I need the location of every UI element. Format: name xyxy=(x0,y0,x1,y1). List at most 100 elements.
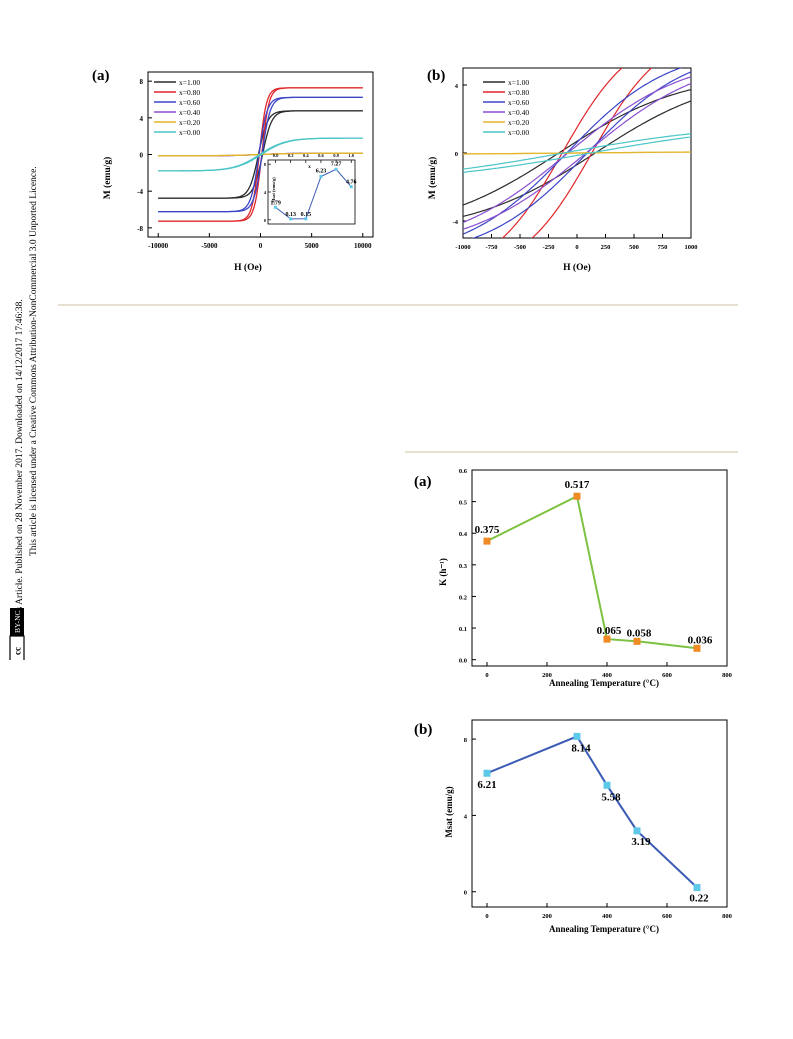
fig1b-xtick-label: 1000 xyxy=(685,244,698,251)
fig1a-ytick-label: 0 xyxy=(140,152,144,160)
fig1a-inset-data-label: 0.13 xyxy=(285,212,296,218)
fig2a-ytick-label: 0.5 xyxy=(459,500,468,507)
fig1b-xtick-label: -1000 xyxy=(455,244,470,251)
fig2a-ytick-label: 0.6 xyxy=(459,468,468,475)
fig1a-inset-xtick-label: 1.0 xyxy=(348,153,354,158)
fig1b-series-x=0.20-return xyxy=(463,151,691,155)
fig1b-legend-label: x=0.60 xyxy=(508,98,529,107)
fig1b-legend-label: x=0.40 xyxy=(508,108,529,117)
fig1-panel-b: (b) M (emu/g) H (Oe) -1000 -750 -500 -250 0 2… xyxy=(425,60,705,280)
fig2a-point xyxy=(693,644,701,652)
fig1a-inset-frame xyxy=(267,159,356,225)
fig1a-xtick-label: -10000 xyxy=(148,242,168,250)
fig1b-ytick-label: -4 xyxy=(453,219,459,226)
fig1a-inset-xtick-label: 0.0 xyxy=(273,153,279,158)
fig2a-data-label: 0.058 xyxy=(627,627,652,639)
fig2b-point xyxy=(693,884,701,892)
fig2b-data-label: 5.58 xyxy=(601,791,621,803)
fig2b-data-label: 8.14 xyxy=(571,742,591,754)
fig1a-inset-ylabel-group: Msat (emu/g) xyxy=(271,177,276,203)
fig1b-series-x=0.80 xyxy=(531,68,653,238)
fig1a-series-x=0.00-return xyxy=(158,137,363,172)
fig1a-ytick-label: 8 xyxy=(140,78,144,86)
fig2a-data-label: 0.517 xyxy=(565,479,590,491)
fig2b-point xyxy=(603,781,611,789)
fig1a-inset-point xyxy=(349,185,353,189)
fig1b-xtick-label: -500 xyxy=(514,244,526,251)
fig1a-legend-label: x=0.20 xyxy=(179,118,200,127)
fig2a-data-label: 0.065 xyxy=(597,625,622,637)
fig2a-ylabel: K (h⁻¹) xyxy=(438,558,448,586)
fig2b-xtick-label: 600 xyxy=(662,913,672,920)
fig1b-ytick-label: 0 xyxy=(455,151,458,158)
fig1a-chart: (a) M (emu/g) H (Oe) -10000 -5000 0 5000 100… xyxy=(92,68,374,273)
fig2a-ytick-label: 0.4 xyxy=(459,531,468,538)
fig1a-inset-point xyxy=(319,174,323,178)
license-sidebar-svg: Open Access Article. Published on 28 Nov… xyxy=(9,166,39,663)
fig1b-xtick-label: 250 xyxy=(601,244,611,251)
fig2a-ytick-label: 0.0 xyxy=(459,658,467,665)
fig1b-xtick-label: 750 xyxy=(658,244,668,251)
fig1a-inset-xtick-label: 0.4 xyxy=(303,153,309,158)
fig2a-ytick-label: 0.1 xyxy=(459,626,467,633)
fig1a-legend-label: x=0.80 xyxy=(179,88,200,97)
fig2a-point xyxy=(573,492,581,500)
fig1a-xlabel: H (Oe) xyxy=(234,262,262,273)
fig1a-inset-xlabel: x xyxy=(308,165,311,170)
cc-icon: cc xyxy=(13,647,23,655)
fig2a-ytick-label: 0.3 xyxy=(459,563,468,570)
fig2b-xtick-label: 200 xyxy=(542,913,552,920)
fig1a-xtick-label: -5000 xyxy=(201,242,218,250)
fig1b-chart: (b) M (emu/g) H (Oe) -1000 -750 -500 -250 0 2… xyxy=(427,67,698,273)
fig1b-series-x=0.40 xyxy=(463,82,691,230)
license-line-1: Open Access Article. Published on 28 Nov… xyxy=(15,299,25,656)
fig2a-data-label: 0.375 xyxy=(475,524,500,536)
fig1a-inset-point xyxy=(289,217,293,221)
fig2b-point xyxy=(633,827,641,835)
fig2a-panel-label: (a) xyxy=(414,474,432,490)
fig1b-series-x=0.00-return xyxy=(463,133,691,170)
fig2a-xtick-label: 200 xyxy=(542,672,552,679)
fig2a-xtick-label: 400 xyxy=(602,672,612,679)
license-sidebar: Open Access Article. Published on 28 Nov… xyxy=(6,120,46,663)
fig2-panel-b: (b) Msat (emu/g) Annealing Temperature (… xyxy=(410,712,735,942)
fig1a-inset-ytick-label: 4 xyxy=(264,190,267,195)
fig2a-point xyxy=(603,635,611,643)
license-line-2: This article is licensed under a Creativ… xyxy=(29,166,39,556)
fig1a-legend-label: x=0.40 xyxy=(179,108,200,117)
fig1a-inset-xtick-label: 0.8 xyxy=(333,153,339,158)
fig2a-xtick-label: 0 xyxy=(485,672,488,679)
fig2b-data-label: 0.22 xyxy=(689,893,709,905)
fig1b-ytick-label: 4 xyxy=(455,83,459,90)
section-divider-2 xyxy=(405,451,738,453)
fig1a-panel-label: (a) xyxy=(92,68,110,84)
fig1b-ylabel: M (emu/g) xyxy=(427,157,438,199)
fig2a-data-label: 0.036 xyxy=(688,634,713,646)
fig2b-point xyxy=(573,732,581,740)
fig2b-xlabel: Annealing Temperature (°C) xyxy=(549,924,659,934)
fig2a-xlabel: Annealing Temperature (°C) xyxy=(549,678,659,688)
fig2b-ytick-label: 4 xyxy=(464,813,468,820)
fig1b-legend-label: x=1.00 xyxy=(508,78,529,87)
fig1a-plot-area xyxy=(158,87,363,222)
fig1a-ytick-label: -8 xyxy=(137,225,143,233)
fig2a-xtick-label: 600 xyxy=(662,672,672,679)
fig2-panel-a: (a) K (h⁻¹) Annealing Temperature (°C) 0… xyxy=(410,462,735,695)
fig2b-panel-label: (b) xyxy=(414,722,432,738)
fig1b-legend-label: x=0.20 xyxy=(508,118,529,127)
fig1a-legend-label: x=0.60 xyxy=(179,98,200,107)
fig2b-axes-frame xyxy=(471,719,728,908)
fig1a-xtick-label: 0 xyxy=(259,242,263,250)
fig2b-xtick-label: 400 xyxy=(602,913,612,920)
fig1b-series-x=1.00-return xyxy=(463,89,691,206)
fig2b-ylabel: Msat (emu/g) xyxy=(444,786,454,837)
fig1b-panel-label: (b) xyxy=(427,68,445,84)
fig1a-inset-point xyxy=(304,217,308,221)
fig1b-xtick-label: 0 xyxy=(575,244,578,251)
fig1-panel-a: (a) M (emu/g) H (Oe) -10000 -5000 0 5000 100… xyxy=(90,60,380,280)
fig1a-inset-data-label: 4.76 xyxy=(346,180,357,186)
fig1b-plot-area xyxy=(463,68,691,238)
fig1b-xtick-label: -250 xyxy=(543,244,555,251)
fig2a-chart: (a) K (h⁻¹) Annealing Temperature (°C) 0… xyxy=(414,468,732,688)
cc-badge[interactable]: cc BY-NC xyxy=(9,608,25,663)
